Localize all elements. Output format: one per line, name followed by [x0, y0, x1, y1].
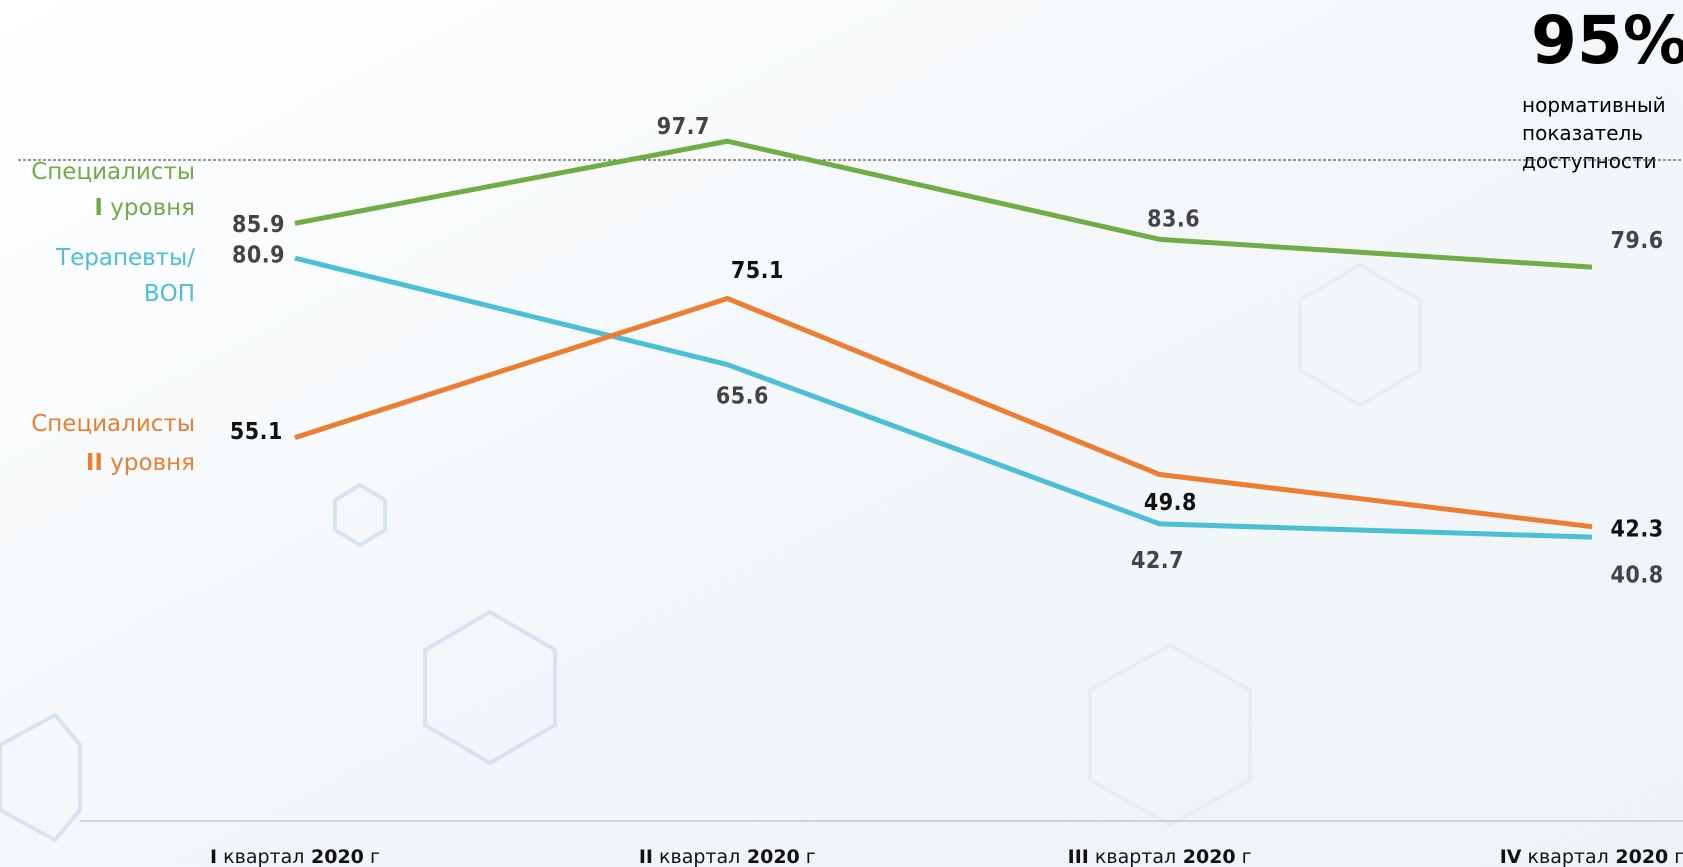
series-line: [294, 295, 1593, 530]
data-label: 79.6: [1611, 228, 1664, 254]
data-label: 80.9: [232, 242, 285, 268]
x-tick-label: I квартал 2020 г: [210, 846, 380, 867]
legend-entry: Специалисты I уровня: [31, 159, 195, 221]
series-line: [294, 138, 1593, 270]
data-label: 40.8: [1611, 562, 1664, 588]
legend-entry: Специалисты II уровня: [31, 411, 195, 476]
legend-entry: Терапевты/ВОП: [55, 245, 195, 307]
data-label: 49.8: [1144, 490, 1197, 516]
data-label: 83.6: [1147, 207, 1200, 233]
data-label: 75.1: [731, 258, 784, 284]
x-tick-label: III квартал 2020 г: [1068, 846, 1252, 867]
x-tick-label: IV квартал 2020 г: [1500, 846, 1683, 867]
data-label: 85.9: [232, 212, 285, 238]
x-tick-label: II квартал 2020 г: [639, 846, 816, 867]
data-label: 42.7: [1131, 548, 1184, 574]
data-label: 97.7: [657, 114, 710, 140]
target-label: 95%: [1531, 2, 1683, 79]
data-label: 65.6: [716, 383, 769, 409]
decoration: [0, 262, 1422, 843]
target-text: нормативный показатель доступности: [1522, 93, 1666, 173]
data-label: 55.1: [230, 419, 283, 445]
data-label: 42.3: [1611, 516, 1664, 542]
series-line: [294, 255, 1593, 540]
